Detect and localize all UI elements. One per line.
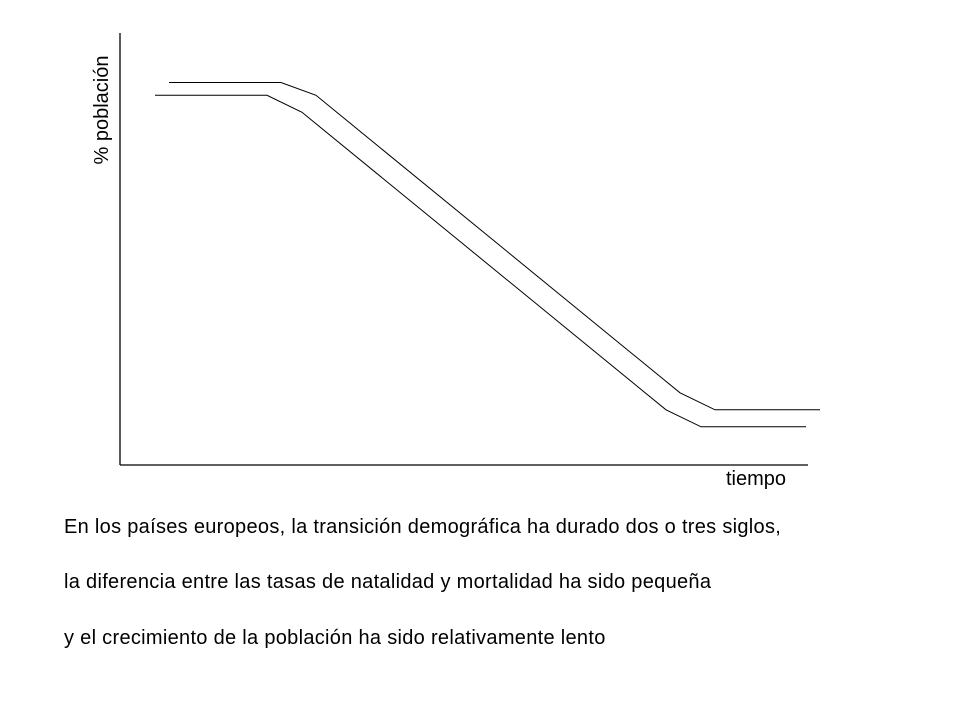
x-axis-label: tiempo [726, 468, 786, 490]
series-line-1 [169, 82, 820, 411]
caption-line-3: y el crecimiento de la población ha sido… [64, 627, 606, 649]
series-layer [155, 82, 820, 428]
caption-line-1: En los países europeos, la transición de… [64, 516, 782, 538]
y-axis-label: % población [91, 56, 113, 165]
demographic-transition-chart: % población tiempo [91, 33, 820, 490]
caption-line-2: la diferencia entre las tasas de natalid… [64, 571, 712, 593]
series-line-2 [155, 94, 806, 428]
